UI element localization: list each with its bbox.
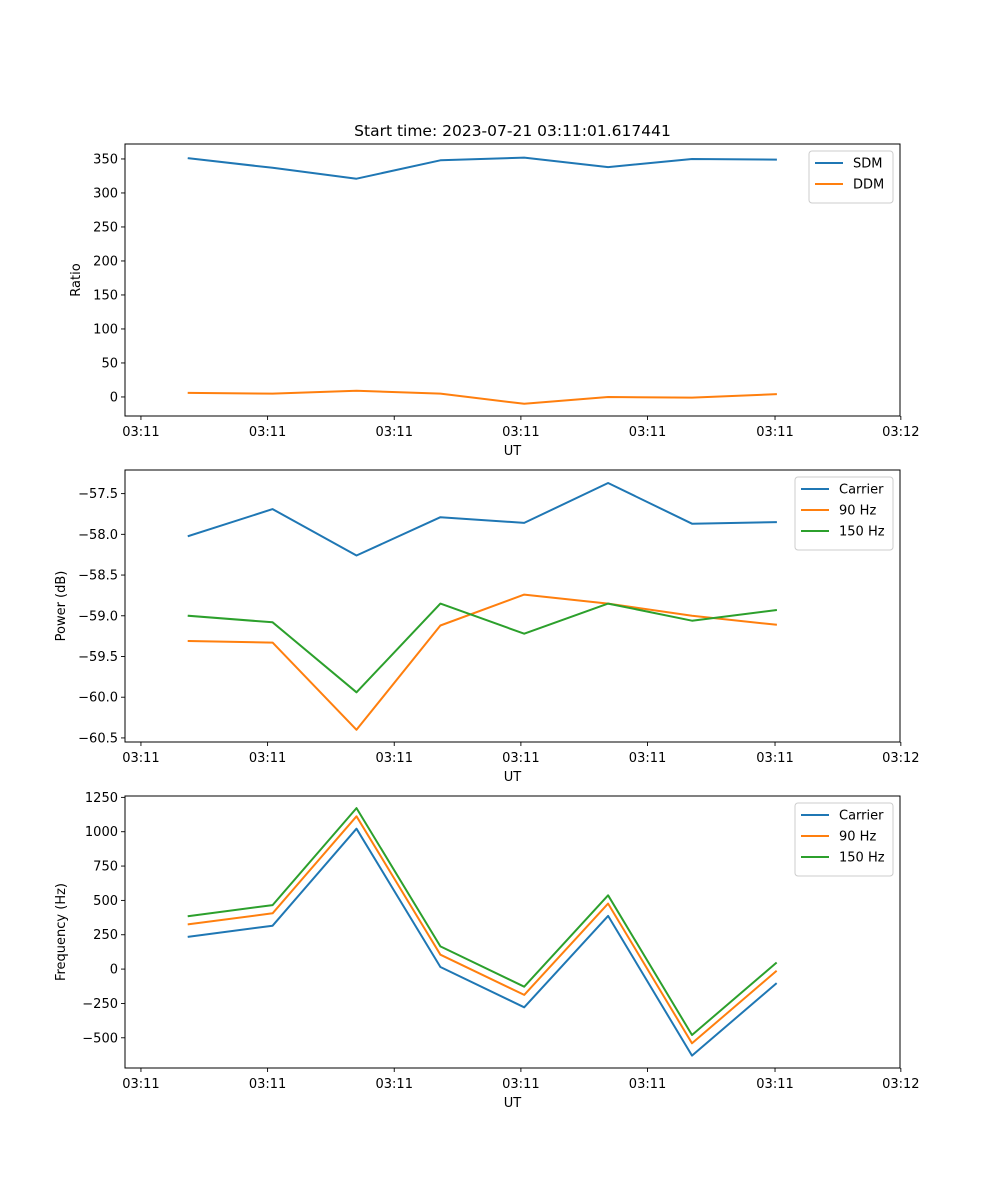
x-tick-label: 03:11 bbox=[122, 751, 159, 766]
axes-frame bbox=[124, 143, 901, 417]
x-tick-label: 03:11 bbox=[122, 425, 159, 440]
x-tick-label: 03:11 bbox=[629, 425, 666, 440]
y-tick-label: −59.0 bbox=[78, 609, 118, 624]
x-tick-label: 03:11 bbox=[376, 751, 413, 766]
y-tick-label: 750 bbox=[93, 860, 118, 875]
y-tick-label: 1000 bbox=[85, 825, 118, 840]
charts: 0 50 100 150 200 250 300 350 03:11 03:11 03:11 03:1… bbox=[54, 143, 920, 1111]
y-tick-label: 250 bbox=[93, 220, 118, 235]
series-line-sdm bbox=[187, 156, 777, 180]
y-axis-label: Power (dB) bbox=[54, 571, 69, 642]
legend-label: DDM bbox=[853, 178, 884, 193]
y-tick-label: 250 bbox=[93, 928, 118, 943]
x-tick-label: 03:12 bbox=[882, 1077, 919, 1092]
y-tick-label: 300 bbox=[93, 186, 118, 201]
x-tick-label: 03:11 bbox=[376, 1077, 413, 1092]
axes-frame bbox=[124, 795, 901, 1069]
series-line-150-hz bbox=[187, 602, 778, 694]
x-tick-label: 03:11 bbox=[629, 751, 666, 766]
y-tick-label: 50 bbox=[101, 356, 118, 371]
series-line-90-hz bbox=[187, 593, 777, 731]
y-tick-label: −500 bbox=[82, 1031, 118, 1046]
legend: Carrier 90 Hz 150 Hz bbox=[794, 802, 894, 877]
axes-frame bbox=[124, 469, 901, 743]
x-tick-label: 03:11 bbox=[249, 425, 286, 440]
legend: Carrier 90 Hz 150 Hz bbox=[794, 476, 894, 551]
x-tick-label: 03:11 bbox=[756, 1077, 793, 1092]
y-tick-label: 1250 bbox=[85, 791, 118, 806]
x-axis-label: UT bbox=[504, 770, 522, 785]
series-line-carrier bbox=[187, 482, 777, 557]
x-tick-label: 03:12 bbox=[882, 425, 919, 440]
y-tick-label: −58.0 bbox=[78, 528, 118, 543]
x-tick-label: 03:11 bbox=[756, 425, 793, 440]
x-axis-label: UT bbox=[504, 1096, 522, 1111]
y-tick-label: 0 bbox=[110, 963, 118, 978]
x-tick-label: 03:11 bbox=[502, 1077, 539, 1092]
y-axis-label: Ratio bbox=[69, 263, 84, 296]
x-tick-label: 03:11 bbox=[249, 1077, 286, 1092]
x-tick-label: 03:11 bbox=[122, 1077, 159, 1092]
legend: SDM DDM bbox=[808, 150, 894, 204]
x-axis-label: UT bbox=[504, 444, 522, 459]
chart-3: −500 −250 0 250 500 750 1000 1250 03:11 03:11 03:1… bbox=[54, 791, 920, 1111]
x-tick-label: 03:11 bbox=[502, 751, 539, 766]
y-tick-label: −60.0 bbox=[78, 691, 118, 706]
y-tick-label: −250 bbox=[82, 997, 118, 1012]
chart-2: −60.5 −60.0 −59.5 −59.0 −58.5 −58.0 −57.5 03:11… bbox=[54, 469, 920, 785]
y-tick-label: −59.5 bbox=[78, 650, 118, 665]
figure-title: Start time: 2023-07-21 03:11:01.617441 bbox=[354, 122, 671, 140]
legend-label: Carrier bbox=[839, 809, 884, 824]
legend-label: 90 Hz bbox=[839, 830, 876, 845]
y-tick-label: 0 bbox=[110, 390, 118, 405]
series-line-carrier bbox=[187, 827, 778, 1057]
legend-label: 150 Hz bbox=[839, 851, 885, 866]
y-tick-label: 100 bbox=[93, 322, 118, 337]
x-tick-label: 03:12 bbox=[882, 751, 919, 766]
y-tick-label: 200 bbox=[93, 254, 118, 269]
x-tick-label: 03:11 bbox=[756, 751, 793, 766]
y-tick-label: −57.5 bbox=[78, 487, 118, 502]
legend-label: SDM bbox=[853, 157, 882, 172]
y-tick-label: 150 bbox=[93, 288, 118, 303]
series-line-150-hz bbox=[187, 807, 778, 1036]
legend-label: 90 Hz bbox=[839, 504, 876, 519]
y-tick-label: −60.5 bbox=[78, 731, 118, 746]
legend-label: Carrier bbox=[839, 483, 884, 498]
x-tick-label: 03:11 bbox=[629, 1077, 666, 1092]
x-tick-label: 03:11 bbox=[502, 425, 539, 440]
legend-label: 150 Hz bbox=[839, 525, 885, 540]
y-tick-label: 500 bbox=[93, 894, 118, 909]
y-tick-label: 350 bbox=[93, 152, 118, 167]
y-axis-label: Frequency (Hz) bbox=[54, 883, 69, 981]
x-tick-label: 03:11 bbox=[376, 425, 413, 440]
x-tick-label: 03:11 bbox=[249, 751, 286, 766]
series-line-90-hz bbox=[187, 815, 778, 1045]
series-line-ddm bbox=[187, 389, 777, 405]
chart-1: 0 50 100 150 200 250 300 350 03:11 03:11 03:11 03:1… bbox=[69, 143, 920, 459]
y-tick-label: −58.5 bbox=[78, 569, 118, 584]
